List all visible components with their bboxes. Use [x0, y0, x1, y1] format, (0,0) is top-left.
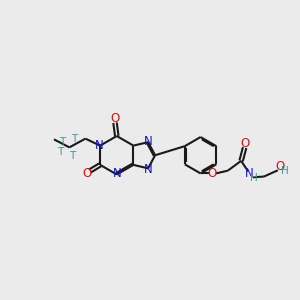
Text: N: N [144, 163, 152, 176]
Text: T: T [58, 147, 64, 157]
Text: O: O [208, 167, 217, 180]
Text: H: H [250, 173, 258, 183]
Text: T: T [59, 137, 65, 147]
Text: N: N [113, 167, 122, 180]
Text: O: O [240, 137, 250, 150]
Text: N: N [95, 139, 104, 152]
Text: T: T [69, 151, 75, 161]
Text: H: H [281, 166, 289, 176]
Text: O: O [110, 112, 120, 125]
Text: T: T [71, 134, 77, 144]
Text: O: O [82, 167, 92, 180]
Text: N: N [144, 135, 152, 148]
Text: O: O [276, 160, 285, 173]
Text: N: N [245, 167, 254, 180]
